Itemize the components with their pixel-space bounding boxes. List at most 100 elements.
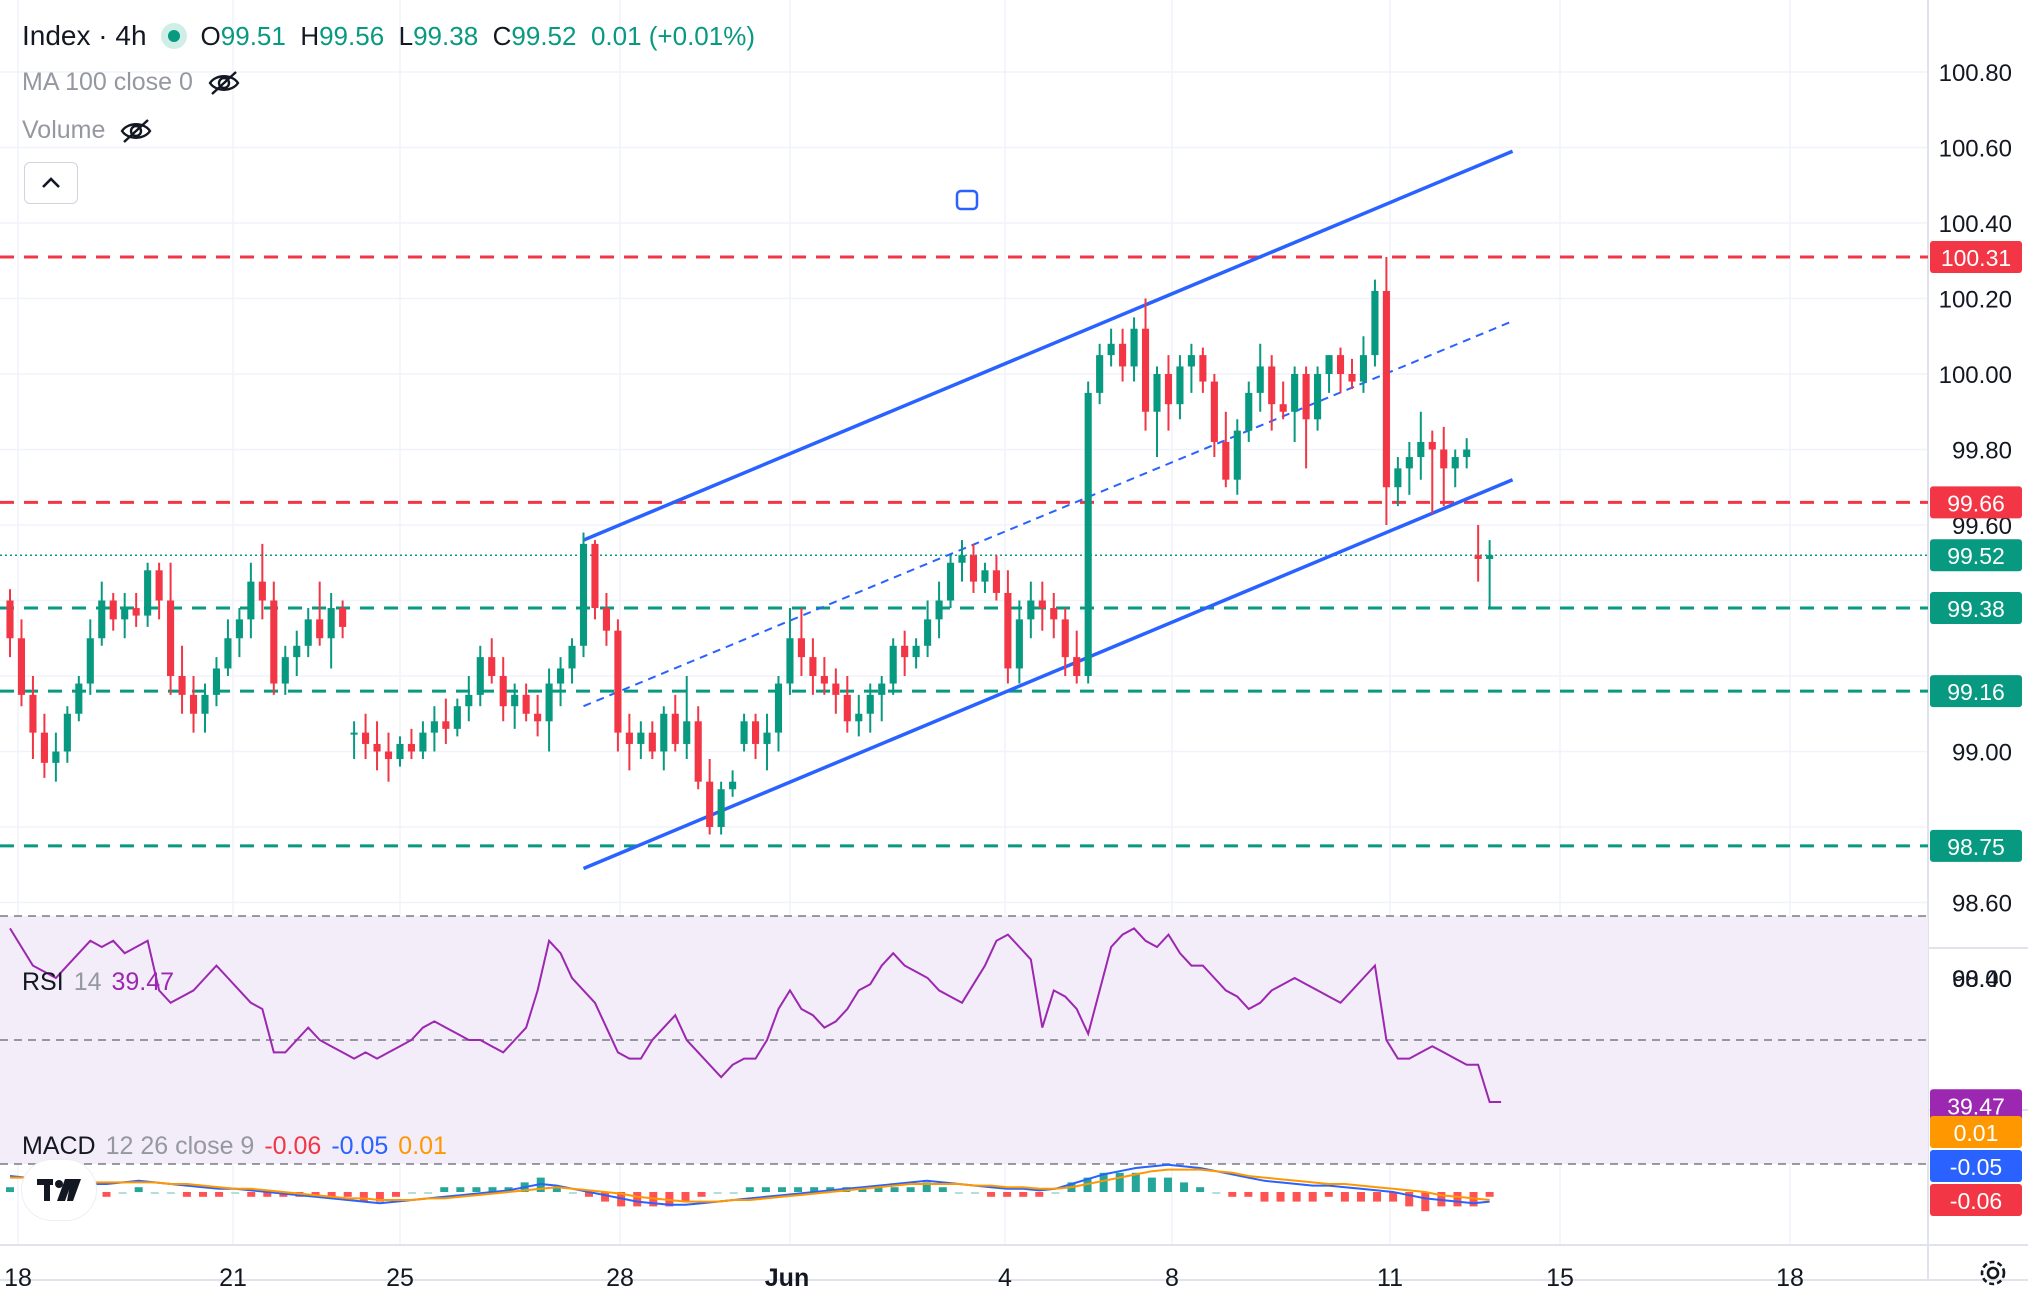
macd-histogram-bar <box>697 1192 706 1197</box>
candle-body <box>98 600 106 639</box>
candle-body <box>1015 619 1023 669</box>
macd-histogram-bar <box>198 1192 207 1197</box>
macd-histogram-bar <box>1147 1177 1156 1192</box>
macd-histogram-bar <box>1453 1192 1462 1207</box>
macd-histogram-bar <box>922 1182 931 1192</box>
rsi-value-label: 39.47 <box>1947 1093 2005 1119</box>
candle-body <box>694 721 702 782</box>
candle-body <box>1336 355 1345 374</box>
eye-crossed-icon[interactable] <box>119 118 153 144</box>
candle-body <box>258 581 266 601</box>
candle-body <box>476 657 484 695</box>
candle-body <box>86 638 94 684</box>
rsi-legend[interactable]: RSI 14 39.47 <box>22 968 174 997</box>
candle-body <box>465 694 473 707</box>
candle-body <box>901 645 909 658</box>
macd-histogram-bar <box>1003 1192 1012 1197</box>
candle-body <box>763 732 771 744</box>
ma-label: MA 100 close 0 <box>22 68 193 96</box>
candle-body <box>969 555 978 582</box>
channel-upper-line <box>582 149 1514 542</box>
candle-body <box>1119 343 1127 367</box>
market-status-icon[interactable] <box>160 23 187 49</box>
candle-body <box>648 732 656 752</box>
candle-body <box>212 668 221 695</box>
y-axis[interactable]: 100.80100.60100.40100.20100.0099.8099.60… <box>1939 60 2012 993</box>
macd-histogram-bar <box>456 1187 465 1192</box>
macd-histogram-bar <box>1131 1172 1140 1192</box>
candle-body <box>832 683 840 695</box>
y-tick-label: 100.60 <box>1939 136 2012 163</box>
candle-body <box>293 645 301 658</box>
candle-body <box>1348 374 1356 382</box>
macd-histogram-bar <box>6 1187 14 1192</box>
macd-histogram-bar <box>182 1192 191 1197</box>
gear-icon[interactable] <box>1976 1256 2010 1290</box>
macd-signal-value: 0.01 <box>398 1132 447 1160</box>
candle-body <box>1440 449 1448 469</box>
collapse-legend-button[interactable] <box>24 162 78 204</box>
x-axis[interactable]: 18 21 25 28 Jun 4 8 11 15 18 <box>4 1264 1804 1292</box>
x-tick-label: 21 <box>219 1264 247 1292</box>
macd-histogram-bar <box>810 1187 819 1192</box>
drawing-anchor[interactable] <box>955 189 979 211</box>
candle-body <box>820 676 828 684</box>
candle-body <box>121 608 129 620</box>
candle-body <box>316 619 324 639</box>
macd-legend[interactable]: MACD 12 26 close 9 -0.06 -0.05 0.01 <box>22 1132 447 1161</box>
candle-body <box>660 713 668 752</box>
macd-params: 12 26 close 9 <box>105 1132 255 1160</box>
horizontal-levels <box>0 255 1928 848</box>
macd-hist-value: -0.06 <box>264 1132 322 1160</box>
candle-body <box>992 570 1000 593</box>
macd-histogram-bar <box>440 1187 449 1192</box>
candle-body <box>178 676 186 695</box>
macd-histogram-bar <box>1292 1192 1301 1202</box>
eye-crossed-icon[interactable] <box>207 70 241 96</box>
macd-histogram-bar <box>1163 1177 1172 1192</box>
candle-body <box>52 751 60 763</box>
candle-body <box>1233 430 1241 480</box>
candle-body <box>1359 355 1368 382</box>
price-level-label-bg <box>1930 592 2022 625</box>
volume-legend[interactable]: Volume <box>22 116 153 145</box>
macd-histogram-bar <box>1115 1172 1124 1192</box>
candle-body <box>1314 374 1322 420</box>
ma-legend[interactable]: MA 100 close 0 <box>22 68 241 97</box>
channel-lines[interactable] <box>582 149 1514 871</box>
candle-body <box>1050 608 1058 620</box>
macd-histogram-bar <box>745 1187 754 1192</box>
macd-line-label-bg <box>1930 1150 2022 1182</box>
macd-histogram-bar <box>375 1192 384 1202</box>
ohlc-values: O99.51 H99.56 L99.38 C99.52 0.01 (+0.01%… <box>200 20 755 51</box>
tradingview-logo[interactable] <box>22 1160 96 1220</box>
price-level-label: 99.16 <box>1947 679 2005 705</box>
volume-label: Volume <box>22 116 106 144</box>
candle-body <box>625 732 633 744</box>
macd-pane <box>6 1163 1494 1212</box>
macd-histogram-bar <box>1196 1187 1205 1192</box>
candle-body <box>557 668 565 684</box>
candle-body <box>958 555 966 563</box>
tradingview-logo-icon <box>37 1179 81 1201</box>
candle-body <box>740 721 748 744</box>
macd-signal-label: 0.01 <box>1954 1120 1999 1146</box>
macd-histogram-bar <box>166 1192 175 1194</box>
macd-histogram-bar <box>890 1187 899 1192</box>
macd-histogram-bar <box>954 1192 963 1194</box>
candle-body <box>522 694 530 714</box>
candle-body <box>1222 441 1230 480</box>
rsi-value-label-bg <box>1930 1089 2022 1122</box>
candle-body <box>407 743 416 752</box>
macd-histogram-bar <box>729 1192 738 1194</box>
candle-body <box>1164 374 1173 405</box>
macd-hist-label-bg <box>1930 1184 2022 1216</box>
candle-body <box>1027 600 1035 620</box>
macd-histogram-bar <box>794 1187 803 1192</box>
candle-body <box>144 570 152 616</box>
macd-histogram-bar <box>1485 1192 1494 1197</box>
symbol-title[interactable]: Index · 4h <box>22 20 147 51</box>
candle-body <box>671 713 679 744</box>
y-tick-label: 60.00 <box>1952 966 2012 993</box>
